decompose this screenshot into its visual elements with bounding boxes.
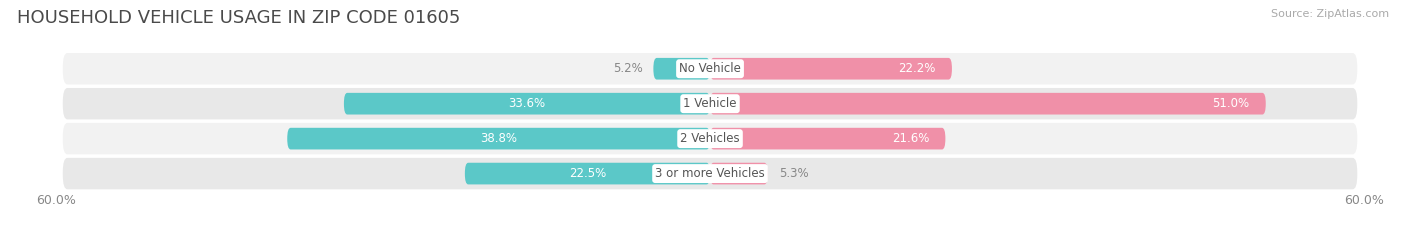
FancyBboxPatch shape: [344, 93, 710, 115]
Text: 33.6%: 33.6%: [509, 97, 546, 110]
FancyBboxPatch shape: [63, 123, 1357, 154]
Text: No Vehicle: No Vehicle: [679, 62, 741, 75]
Text: 38.8%: 38.8%: [479, 132, 517, 145]
FancyBboxPatch shape: [465, 163, 710, 185]
Text: 2 Vehicles: 2 Vehicles: [681, 132, 740, 145]
Text: 21.6%: 21.6%: [891, 132, 929, 145]
Text: 22.5%: 22.5%: [569, 167, 606, 180]
FancyBboxPatch shape: [63, 158, 1357, 189]
Text: 5.2%: 5.2%: [613, 62, 643, 75]
FancyBboxPatch shape: [710, 128, 945, 150]
FancyBboxPatch shape: [63, 88, 1357, 119]
FancyBboxPatch shape: [710, 93, 1265, 115]
FancyBboxPatch shape: [710, 58, 952, 80]
Text: 5.3%: 5.3%: [779, 167, 808, 180]
FancyBboxPatch shape: [63, 53, 1357, 85]
Text: Source: ZipAtlas.com: Source: ZipAtlas.com: [1271, 9, 1389, 19]
FancyBboxPatch shape: [287, 128, 710, 150]
Text: 22.2%: 22.2%: [898, 62, 935, 75]
FancyBboxPatch shape: [654, 58, 710, 80]
Text: 3 or more Vehicles: 3 or more Vehicles: [655, 167, 765, 180]
Text: 51.0%: 51.0%: [1212, 97, 1250, 110]
FancyBboxPatch shape: [710, 163, 768, 185]
Text: 1 Vehicle: 1 Vehicle: [683, 97, 737, 110]
Text: HOUSEHOLD VEHICLE USAGE IN ZIP CODE 01605: HOUSEHOLD VEHICLE USAGE IN ZIP CODE 0160…: [17, 9, 460, 27]
